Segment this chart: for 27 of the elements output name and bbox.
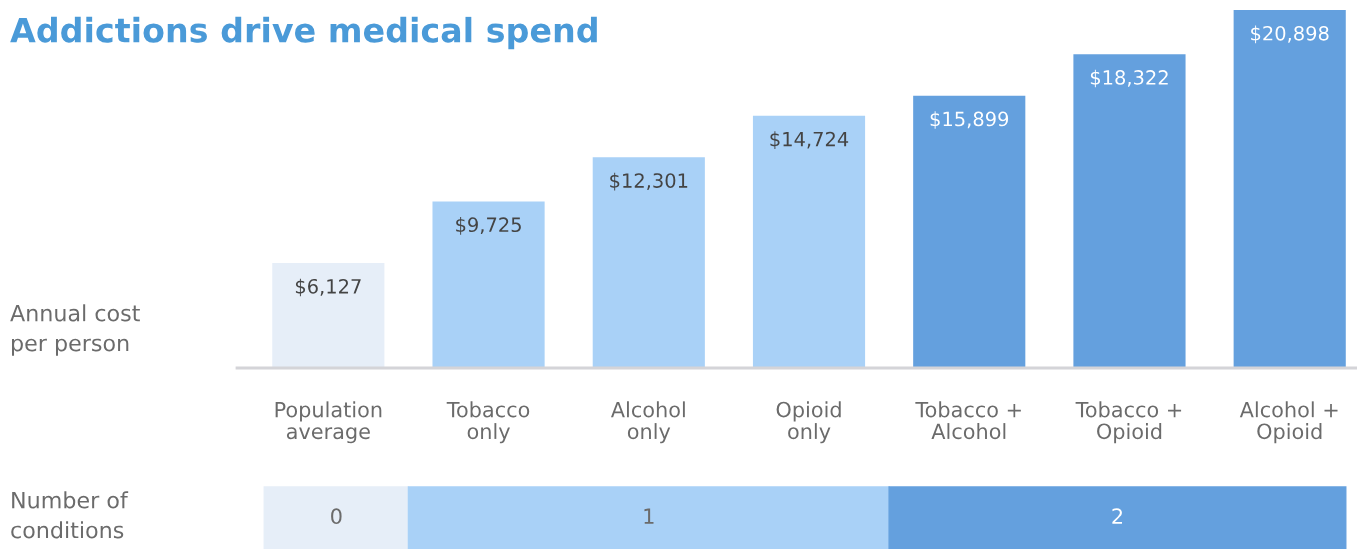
x-tick-label: Tobacco + Alcohol [915, 401, 1021, 440]
data-label: $18,322 [1090, 69, 1168, 88]
bar [913, 95, 1026, 368]
x-tick-label: Tobacco + Opioid [1075, 401, 1182, 444]
text: 2 [1112, 508, 1122, 524]
text: Number of conditions [11, 491, 129, 539]
data-label: $15,899 [930, 111, 1009, 129]
bar [752, 115, 866, 368]
text: 1 [644, 508, 654, 524]
bar [1233, 10, 1346, 368]
bar [432, 201, 545, 368]
data-label: $6,127 [295, 278, 361, 297]
bar [1073, 54, 1186, 368]
x-tick-label: Alcohol only [610, 401, 685, 444]
x-tick-label: Alcohol + Opioid [1239, 401, 1338, 444]
x-tick-label: Population average [275, 401, 382, 444]
chart-title: Addictions drive medical spend [10, 16, 597, 50]
y-axis-title: Annual cost per person [10, 304, 140, 356]
bar [272, 263, 385, 368]
x-tick-label: Tobacco only [446, 401, 530, 444]
x-tick-label: Opioid only [776, 401, 841, 444]
data-label: $9,725 [456, 216, 521, 235]
data-label: $12,301 [610, 172, 688, 191]
bar [592, 157, 705, 368]
data-label: $20,898 [1251, 25, 1329, 44]
data-label: $14,724 [770, 131, 849, 149]
text: 0 [331, 508, 342, 525]
